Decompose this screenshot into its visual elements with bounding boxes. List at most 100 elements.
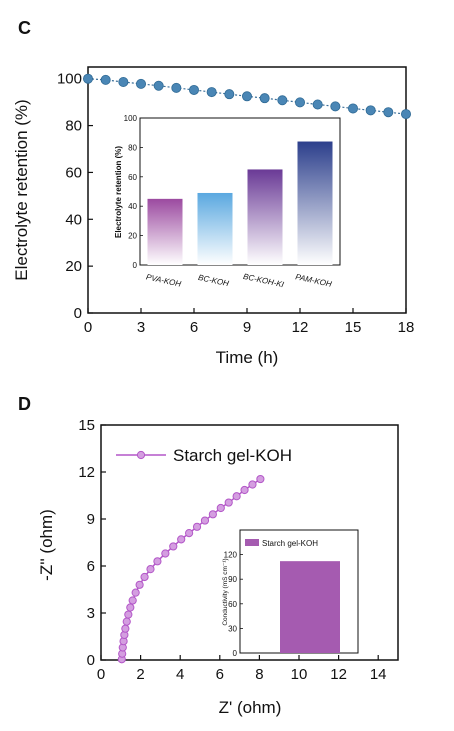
data-point-d [135,580,144,589]
inset-y-axis-label-c: Electrolyte retention (%) [114,146,123,238]
x-tick-label-c: 9 [243,319,251,336]
data-point-c [383,107,394,118]
panel-letter-d: D [18,394,31,414]
x-tick-label-c: 12 [292,319,309,336]
inset-bar-c [247,169,283,265]
x-tick-label-d: 14 [370,666,387,683]
inset-y-tick-label-d: 60 [228,600,237,609]
x-tick-label-d: 2 [136,666,144,683]
inset-category-label-c: PVA-KOH [145,272,182,288]
y-tick-label-d: 9 [87,511,95,528]
plot-frame-d [100,424,399,661]
x-tick-label-d: 10 [291,666,308,683]
inset-category-label-c: BC-KOH [197,273,230,288]
data-point-c [118,76,129,87]
inset-y-tick-label-c: 60 [128,173,137,182]
data-point-d [177,535,186,544]
inset-category-label-c: PAM-KOH [295,272,333,288]
y-tick-label-c: 20 [65,258,82,275]
data-point-d [161,549,170,558]
data-point-d [169,542,178,551]
data-point-d [256,474,265,484]
x-tick-label-c: 0 [84,319,92,336]
data-point-d [153,557,162,566]
data-point-c [135,78,146,89]
data-point-c [365,105,376,116]
data-point-d [232,492,241,501]
data-point-d [121,624,130,633]
data-point-c [347,103,358,114]
y-axis-label-d: -Z'' (ohm) [37,509,56,581]
legend-d: Starch gel-KOH [116,446,292,465]
data-point-d [124,610,133,619]
inset-y-tick-label-d: 90 [228,575,237,584]
data-point-c [83,73,94,84]
data-point-c [206,87,217,98]
data-point-d [122,617,131,626]
y-tick-label-c: 60 [65,164,82,181]
inset-legend-label-d: Starch gel-KOH [262,539,318,548]
chart-c-main: 0 3 6 9 12 15 18 0 20 40 60 80 100 Time (h) Electrol… [12,66,415,367]
data-point-d [248,480,257,489]
x-tick-label-d: 8 [255,666,263,683]
data-point-d [208,510,217,519]
inset-y-tick-label-c: 40 [128,202,137,211]
y-tick-label-d: 15 [78,417,95,434]
data-point-c [400,109,411,120]
x-tick-label-d: 12 [330,666,347,683]
x-tick-label-c: 6 [190,319,198,336]
data-point-c [241,91,252,102]
data-point-d [216,503,225,513]
inset-legend-swatch-d [245,539,259,546]
x-tick-label-d: 6 [216,666,224,683]
chart-d-main: 0 2 4 6 8 10 12 14 0 3 6 9 12 15 Starch gel-KOH Z' (o… [37,417,399,717]
x-tick-label-d: 0 [97,666,105,683]
legend-label-d: Starch gel-KOH [173,446,292,465]
y-tick-label-c: 0 [74,305,82,322]
inset-y-tick-label-c: 80 [128,143,137,152]
data-point-d [200,516,210,525]
data-point-d [126,603,135,612]
y-tick-label-d: 0 [87,652,95,669]
data-point-c [330,101,341,112]
inset-y-tick-label-d: 0 [233,649,238,658]
y-tick-label-d: 6 [87,558,95,575]
data-point-c [153,80,164,91]
y-tick-label-d: 12 [78,464,95,481]
y-tick-label-c: 40 [65,211,82,228]
data-point-d [192,522,202,531]
data-point-d [240,485,249,495]
data-point-d [128,596,137,605]
y-tick-label-d: 3 [87,605,95,622]
x-axis-label-d: Z' (ohm) [219,698,282,717]
x-tick-label-c: 18 [398,319,415,336]
data-point-c [294,97,305,108]
inset-bar-c [147,198,183,265]
inset-category-label-c: BC-KOH-KI [242,272,285,290]
panel-letter-c: C [18,18,31,38]
y-axis-label-c: Electrolyte retention (%) [12,99,31,280]
y-tick-label-c: 100 [57,71,82,88]
legend-marker-d [136,450,146,460]
inset-y-tick-label-c: 100 [124,114,138,123]
x-tick-label-d: 4 [176,666,184,683]
data-point-c [259,93,270,104]
y-tick-label-c: 80 [65,118,82,135]
data-point-d [140,572,149,582]
inset-y-axis-label-d: Conductivity (mS cm⁻¹) [222,558,229,625]
data-point-c [100,74,111,85]
x-axis-label-c: Time (h) [216,348,279,367]
data-point-c [277,95,288,106]
data-point-d [185,529,194,538]
x-tick-label-c: 15 [345,319,362,336]
inset-y-tick-label-c: 0 [133,261,138,270]
chart-c-inset: 0 20 40 60 80 100 PVA-KOH BC-KOH BC-KOH-KI PAM-K… [114,114,341,290]
inset-bar-c [297,141,333,265]
data-point-d [146,565,155,574]
inset-y-tick-label-d: 30 [228,624,237,633]
inset-y-tick-label-d: 120 [224,551,238,560]
x-tick-label-c: 3 [137,319,145,336]
data-point-c [188,84,199,95]
data-point-c [224,89,235,100]
